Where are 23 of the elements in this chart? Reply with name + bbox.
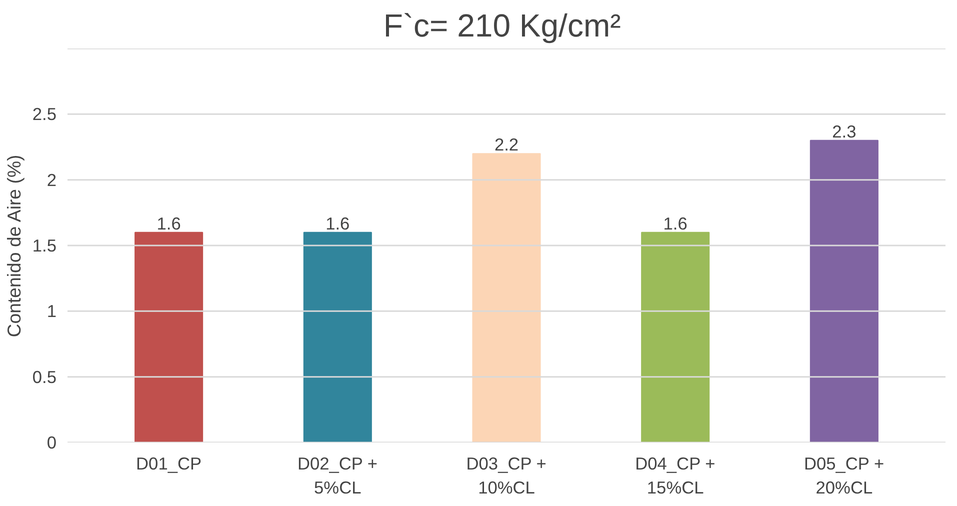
y-tick-label: 2 — [46, 170, 57, 190]
y-tick-label: 2.5 — [32, 104, 57, 124]
data-label: 1.6 — [156, 213, 181, 234]
y-tick-label: 1.5 — [32, 236, 57, 256]
bar — [641, 232, 710, 442]
y-axis-title: Contenido de Aire (%) — [3, 154, 24, 338]
data-label: 1.6 — [326, 213, 350, 234]
chart-title: F`c= 210 Kg/cm² — [383, 8, 622, 44]
y-tick-label: 1 — [46, 301, 57, 322]
x-tick-label: D05_CP + 20%CL — [804, 454, 884, 498]
x-tick-label: D01_CP — [136, 454, 202, 474]
bar — [810, 140, 878, 442]
x-tick-label: D02_CP + 5%CL — [297, 454, 378, 498]
y-tick-label: 0 — [46, 432, 57, 452]
data-label: 2.3 — [832, 121, 856, 142]
x-tick-label: D04_CP + 15%CL — [635, 454, 716, 498]
x-tick-label: D03_CP + 10%CL — [466, 454, 546, 498]
bar — [472, 153, 541, 442]
data-label: 1.6 — [663, 213, 688, 234]
bar — [134, 232, 204, 442]
data-label: 2.2 — [494, 134, 519, 155]
bar — [303, 232, 372, 442]
y-tick-label: 0.5 — [32, 366, 57, 387]
